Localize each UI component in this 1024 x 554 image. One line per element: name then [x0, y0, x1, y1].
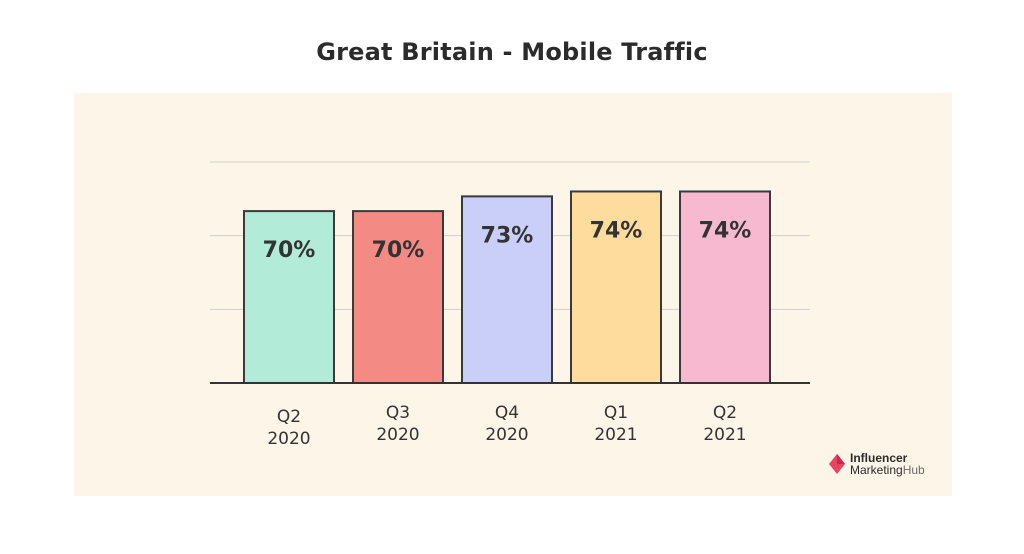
data-label-4: 74% [699, 218, 752, 243]
x-tick-label-1-1: 2020 [376, 425, 419, 445]
chart-title: Great Britain - Mobile Traffic [316, 38, 708, 66]
brand-logo: Influencer MarketingHub [828, 450, 925, 478]
x-tick-label-2-0: Q4 [495, 403, 519, 423]
x-tick-label-3-0: Q1 [604, 403, 628, 423]
data-label-1: 70% [372, 238, 425, 263]
bar-0 [243, 210, 335, 384]
x-tick-label-3-1: 2021 [594, 425, 637, 445]
bar-2 [461, 195, 553, 384]
x-tick-label-0-0: Q2 [277, 407, 301, 427]
data-label-3: 74% [590, 218, 643, 243]
brand-line1: Influencer [850, 451, 908, 465]
x-tick-label-4-1: 2021 [703, 425, 746, 445]
data-label-0: 70% [263, 238, 316, 263]
brand-diamond-icon [829, 454, 845, 474]
x-tick-label-0-1: 2020 [267, 429, 310, 449]
bar-3 [570, 190, 662, 384]
x-tick-label-4-0: Q2 [713, 403, 737, 423]
brand-line2: MarketingHub [850, 463, 925, 477]
data-label-2: 73% [481, 223, 534, 248]
bar-4 [679, 190, 771, 384]
x-tick-label-2-1: 2020 [485, 425, 528, 445]
bar-1 [352, 210, 444, 384]
x-tick-label-1-0: Q3 [386, 403, 410, 423]
